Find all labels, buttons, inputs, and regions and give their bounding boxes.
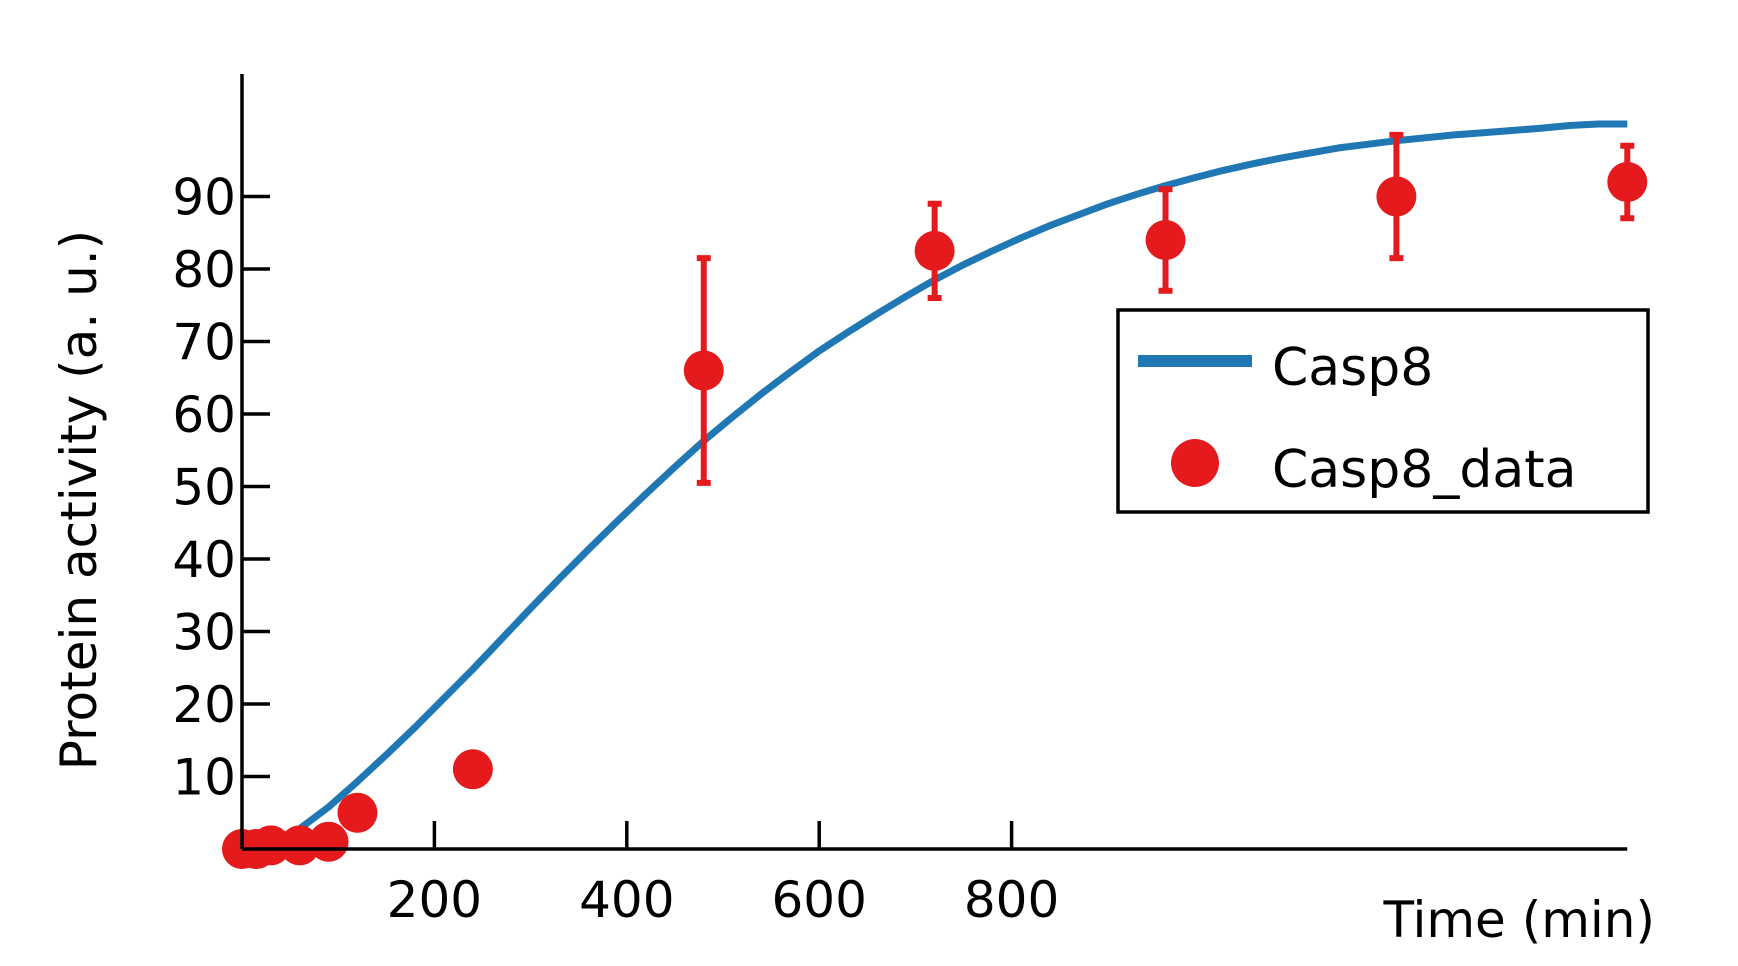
y-tick-label-10: 10 — [172, 749, 236, 807]
y-tick-label-70: 70 — [172, 314, 236, 372]
x-tick-label-600: 600 — [771, 871, 866, 929]
series-layer — [222, 120, 1648, 869]
legend-dot-swatch — [1171, 439, 1219, 487]
y-tick-label-90: 90 — [172, 169, 236, 227]
y-tick-label-40: 40 — [172, 531, 236, 589]
axes — [240, 74, 1628, 851]
data-point — [1607, 162, 1648, 202]
legend-entry-casp8: Casp8 — [1272, 338, 1433, 398]
x-tick-label-800: 800 — [964, 871, 1059, 929]
y-tick-label-20: 20 — [172, 676, 236, 734]
data-point — [337, 792, 378, 833]
data-point — [308, 821, 349, 862]
y-tick-label-50: 50 — [172, 459, 236, 517]
legend: Casp8 Casp8_data — [1116, 308, 1650, 514]
data-point — [914, 230, 955, 271]
data-point — [1145, 220, 1186, 260]
data-point — [452, 749, 493, 790]
y-tick-label-80: 80 — [172, 241, 236, 299]
x-axis-title: Time (min) — [1382, 891, 1655, 949]
y-tick-label-30: 30 — [172, 604, 236, 662]
x-tick-label-200: 200 — [387, 871, 482, 929]
ticks: 200 400 600 800 10 20 30 40 50 60 70 80 90 — [172, 169, 1059, 930]
legend-entry-casp8-data: Casp8_data — [1272, 440, 1576, 500]
data-point — [250, 825, 291, 866]
x-tick-label-400: 400 — [579, 871, 674, 929]
data-point — [1376, 176, 1417, 217]
y-axis-title: Protein activity (a. u.) — [50, 230, 108, 770]
data-point — [683, 350, 724, 391]
y-tick-label-60: 60 — [172, 386, 236, 444]
